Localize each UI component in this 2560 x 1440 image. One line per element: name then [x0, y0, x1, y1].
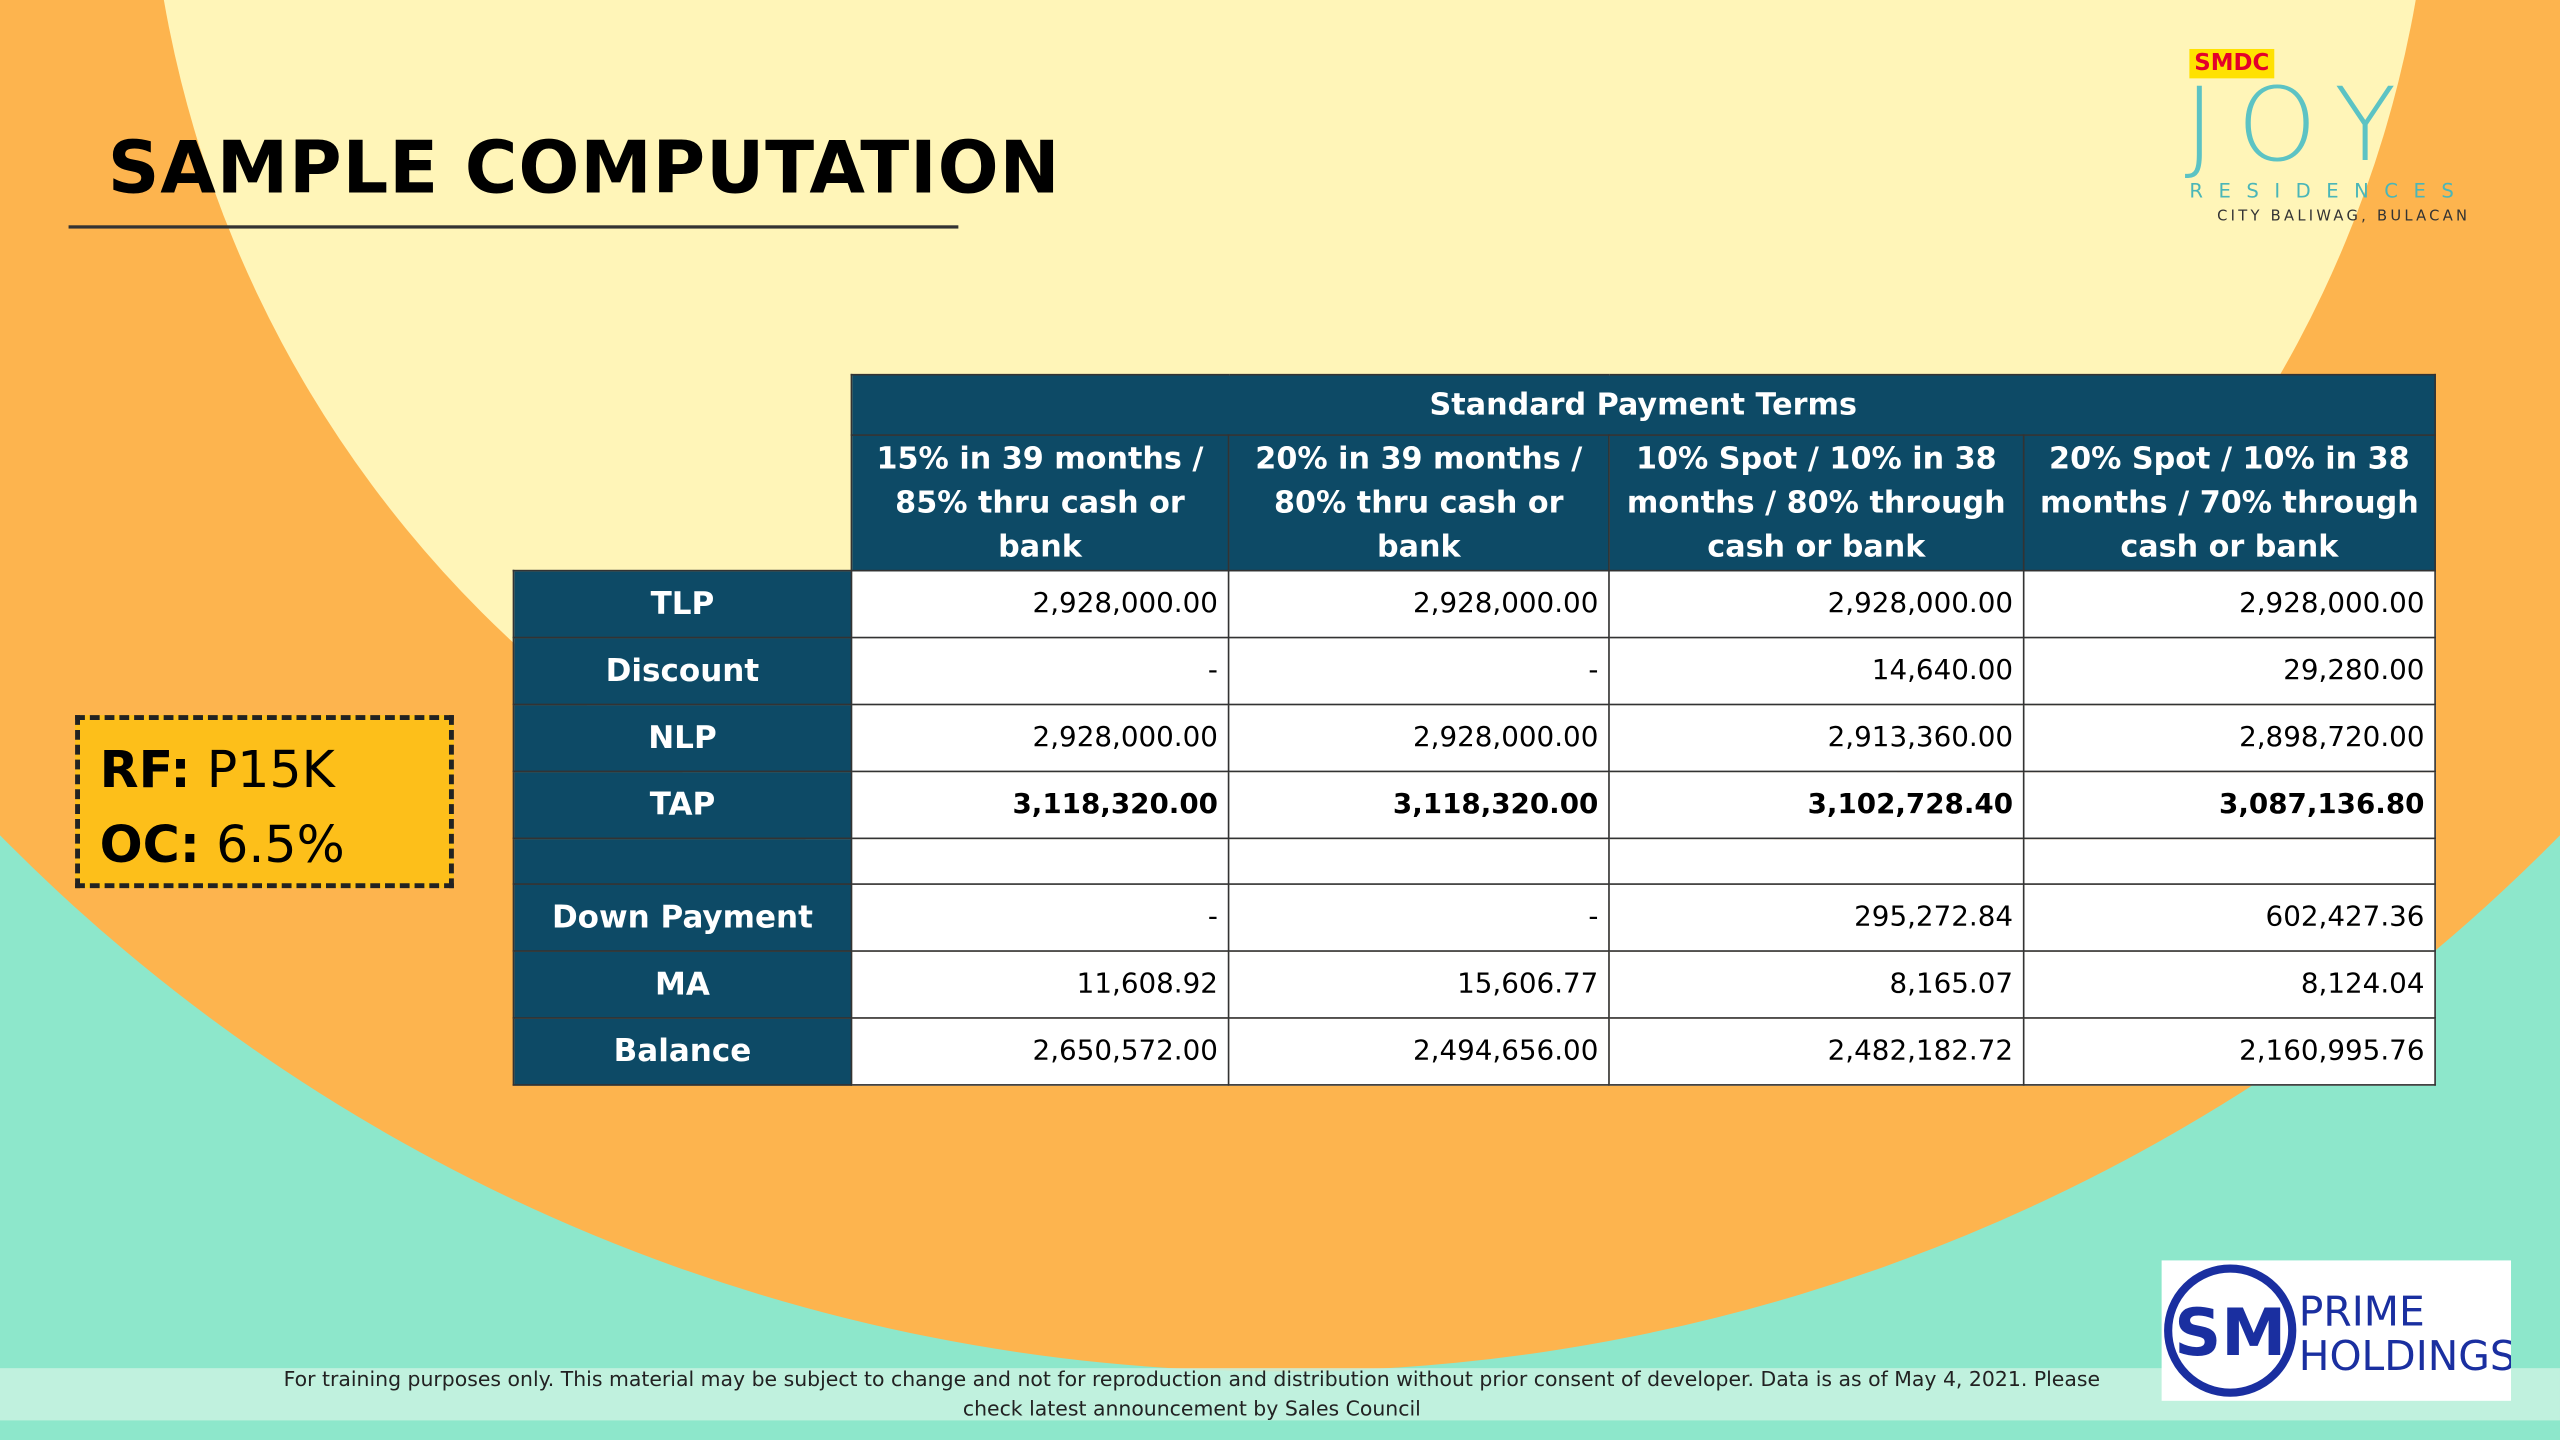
corner [513, 375, 851, 435]
row-label: TAP [512, 770, 853, 840]
cell: 295,272.84 [1608, 883, 2025, 952]
info-label: OC: [99, 816, 201, 876]
cell: 2,650,572.00 [850, 1017, 1230, 1086]
cell: 29,280.00 [2022, 636, 2436, 706]
info-line: OC: 6.5% [100, 808, 430, 883]
row-label: NLP [512, 703, 853, 773]
sm-line1: PRIME [2299, 1288, 2425, 1336]
cell: 3,118,320.00 [1227, 770, 1610, 840]
cell: 8,165.07 [1608, 950, 2025, 1019]
cell: 2,928,000.00 [850, 569, 1230, 639]
info-label: RF: [99, 741, 191, 800]
cell [2022, 837, 2436, 885]
row-label: MA [512, 950, 853, 1019]
cell: 3,102,728.40 [1608, 770, 2025, 840]
row-label [512, 837, 853, 885]
spacer-row [512, 837, 2436, 885]
cell: 2,482,182.72 [1608, 1017, 2025, 1086]
table-row: Balance 2,650,572.00 2,494,656.00 2,482,182… [512, 1017, 2436, 1086]
column-header: 20% Spot / 10% in 38 months / 70% throug… [2022, 434, 2436, 572]
cell: 14,640.00 [1608, 636, 2025, 706]
info-box: RF: P15K OC: 6.5% [75, 715, 454, 889]
cell: 3,087,136.80 [2022, 770, 2436, 840]
sm-line2: HOLDINGS [2299, 1332, 2511, 1380]
smdc-badge: SMDC [2189, 48, 2275, 79]
cell: - [850, 636, 1230, 706]
column-header: 15% in 39 months / 85% thru cash or bank [850, 434, 1230, 572]
brand-sub: RESIDENCES [2189, 179, 2470, 203]
cell: 2,160,995.76 [2022, 1017, 2436, 1086]
cell: 2,928,000.00 [1227, 569, 1610, 639]
column-header: 20% in 39 months / 80% thru cash or bank [1227, 434, 1610, 572]
corner [513, 435, 851, 571]
table-row: TAP 3,118,320.00 3,118,320.00 3,102,728.40 3… [512, 770, 2436, 840]
row-label: TLP [512, 569, 853, 639]
title-rule [68, 225, 959, 229]
table-row: Down Payment - -295,272.84 602,427.36 [512, 883, 2436, 952]
table-row: TLP 2,928,000.00 2,928,000.00 2,928,000.00 2… [512, 569, 2436, 639]
cell: - [1227, 636, 1610, 706]
cell [850, 837, 1230, 885]
cell: 2,928,000.00 [850, 703, 1230, 773]
info-value: 6.5% [216, 816, 345, 876]
table-row: Discount - -14,640.00 29,280.00 [512, 636, 2436, 706]
info-value: P15K [206, 741, 335, 800]
computation-table: Standard Payment Terms 15% in 39 months … [512, 373, 2436, 1086]
info-line: RF: P15K [100, 733, 430, 808]
cell: 602,427.36 [2022, 883, 2436, 952]
sm-mark: SM [2174, 1295, 2286, 1371]
sm-emblem: SM PRIME HOLDINGS [2164, 1264, 2516, 1397]
row-label: Balance [512, 1017, 853, 1086]
table-row: NLP 2,928,000.00 2,928,000.00 2,913,360.00 2… [512, 703, 2436, 773]
cell: 3,118,320.00 [850, 770, 1230, 840]
cell: 15,606.77 [1227, 950, 1610, 1019]
cell: - [1227, 883, 1610, 952]
footer-note: For training purposes only. This materia… [283, 1366, 2101, 1421]
cell: - [850, 883, 1230, 952]
row-label: Down Payment [512, 883, 853, 952]
sm-logo: SM PRIME HOLDINGS [2161, 1260, 2516, 1401]
brand-name: JOY [2184, 65, 2419, 185]
cell [1608, 837, 2025, 885]
cell: 2,494,656.00 [1227, 1017, 1610, 1086]
title: SAMPLE COMPUTATION [107, 127, 1061, 211]
cell: 2,928,000.00 [2022, 569, 2436, 639]
row-label: Discount [512, 636, 853, 706]
cell: 2,928,000.00 [1608, 569, 2025, 639]
cell: 11,608.92 [850, 950, 1230, 1019]
cell [1227, 837, 1610, 885]
cell: 2,913,360.00 [1608, 703, 2025, 773]
cell: 2,898,720.00 [2022, 703, 2436, 773]
cell: 8,124.04 [2022, 950, 2436, 1019]
table-row: MA 11,608.92 15,606.77 8,165.07 8,124.04 [512, 950, 2436, 1019]
cell: 2,928,000.00 [1227, 703, 1610, 773]
brand-location: CITY BALIWAG, BULACAN [2217, 208, 2471, 226]
group-header: Standard Payment Terms [850, 373, 2436, 436]
column-header: 10% Spot / 10% in 38 months / 80% throug… [1608, 434, 2025, 572]
